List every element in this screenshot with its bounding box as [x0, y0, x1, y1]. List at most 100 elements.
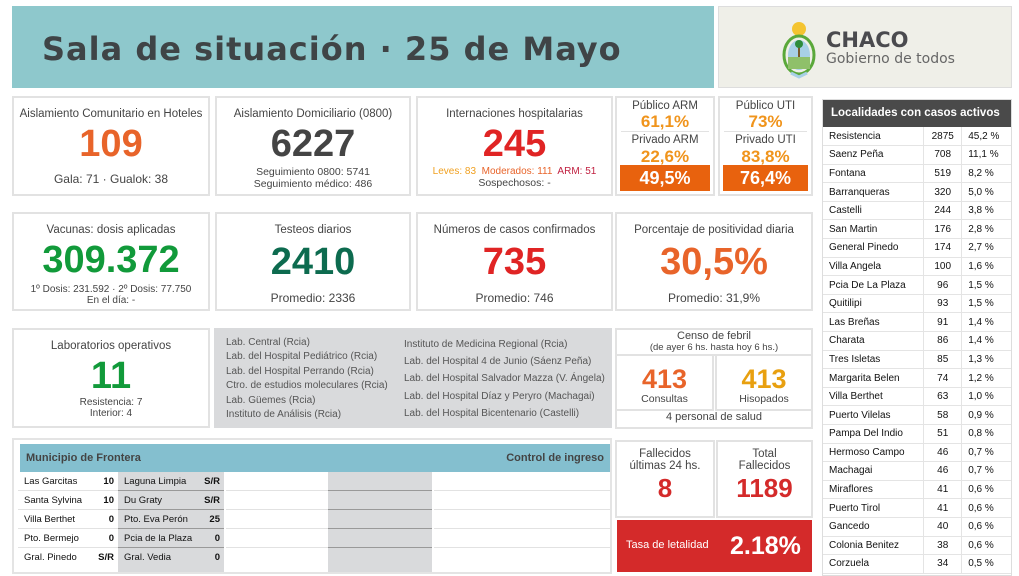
- municipio-value: 10: [103, 476, 114, 487]
- page-title: Sala de situación · 25 de Mayo: [42, 30, 622, 68]
- arm-card: Público ARM 61,1% Privado ARM 22,6% 49,5…: [615, 96, 715, 196]
- table-row: San Martin 176 2,8 %: [823, 219, 1011, 240]
- localidad-name: Castelli: [823, 201, 924, 221]
- table-row: Puerto Vilelas 58 0,9 %: [823, 405, 1011, 425]
- municipio-name: Pto. Eva Perón: [124, 514, 188, 525]
- privado-arm-label: Privado ARM: [631, 134, 699, 146]
- vacunas-title: Vacunas: dosis aplicadas: [46, 224, 176, 236]
- frontera-panel: Municipio de Frontera Control de ingreso…: [12, 438, 612, 574]
- letalidad-value: 2.18%: [730, 532, 801, 560]
- localidad-count: 86: [923, 331, 963, 351]
- localidad-name: Barranqueras: [823, 182, 924, 202]
- municipio-value: 10: [103, 495, 114, 506]
- empty-row: [226, 510, 328, 529]
- localidad-name: Colonia Benitez: [823, 536, 924, 556]
- table-row: Machagai 46 0,7 %: [823, 461, 1011, 481]
- censo-subtitle: (de ayer 6 hs. hasta hoy 6 hs.): [649, 342, 779, 353]
- municipio-value: 0: [108, 514, 114, 525]
- localidad-count: 519: [923, 164, 963, 184]
- lab-item: Lab. del Hospital Díaz y Peryro (Machaga…: [404, 390, 595, 402]
- localidad-pct: 5,0 %: [961, 182, 1011, 202]
- fallecidos-total-card: Total Fallecidos 1189: [716, 440, 813, 518]
- empty-row: [434, 472, 610, 491]
- localidad-name: Miraflores: [823, 480, 924, 500]
- localidad-name: San Martin: [823, 219, 924, 240]
- positividad-value: 30,5%: [660, 241, 768, 283]
- arm-total: 49,5%: [620, 165, 710, 191]
- localidad-pct: 1,4 %: [961, 331, 1011, 351]
- table-row: Charata 86 1,4 %: [823, 331, 1011, 351]
- fallecidos-total-value: 1189: [736, 473, 793, 503]
- municipio-name: Pto. Bermejo: [24, 533, 79, 544]
- localidad-pct: 0,9 %: [961, 405, 1011, 425]
- municipio-value: S/R: [98, 552, 114, 563]
- empty-row: [328, 529, 432, 548]
- testeos-card: Testeos diarios 2410 Promedio: 2336: [215, 212, 411, 311]
- frontera-row: Santa Sylvina 10: [18, 491, 118, 510]
- table-row: Miraflores 41 0,6 %: [823, 480, 1011, 500]
- table-row: Quitilipi 93 1,5 %: [823, 294, 1011, 314]
- leves: Leves: 83: [432, 166, 477, 177]
- personal-salud: 4 personal de salud: [615, 411, 813, 429]
- consultas-value: 413: [641, 364, 688, 394]
- table-row: Castelli 244 3,8 %: [823, 201, 1011, 221]
- lab-item: Lab. del Hospital Pediátrico (Rcia): [226, 351, 378, 363]
- table-row: General Pinedo 174 2,7 %: [823, 238, 1011, 258]
- localidad-name: Puerto Vilelas: [823, 405, 924, 425]
- frontera-header: Municipio de Frontera Control de ingreso: [20, 444, 610, 472]
- letalidad-banner: Tasa de letalidad 2.18%: [617, 520, 812, 572]
- internaciones-value: 245: [482, 123, 547, 165]
- table-row: Villa Berthet 63 1,0 %: [823, 387, 1011, 407]
- table-row: Colonia Benitez 38 0,6 %: [823, 536, 1011, 556]
- municipio-value: 0: [214, 533, 220, 544]
- localidad-name: Resistencia: [823, 127, 924, 147]
- confirmados-value: 735: [482, 241, 547, 283]
- vacunas-value: 309.372: [42, 239, 180, 281]
- localidad-count: 85: [923, 350, 963, 370]
- empty-row: [226, 529, 328, 548]
- empty-row: [328, 491, 432, 510]
- lab-item: Ctro. de estudios moleculares (Rcia): [226, 380, 388, 392]
- localidad-count: 96: [923, 275, 963, 295]
- coat-of-arms-icon: [782, 22, 816, 79]
- laboratorios-value: 11: [90, 355, 132, 397]
- arm: ARM: 51: [557, 166, 597, 177]
- localidad-count: 40: [923, 517, 963, 537]
- empty-row: [226, 491, 328, 510]
- municipio-value: S/R: [204, 476, 220, 487]
- sospechosos: Sospechosos: -: [478, 177, 551, 189]
- privado-arm-value: 22,6%: [640, 147, 690, 166]
- publico-uti-value: 73%: [748, 112, 783, 131]
- publico-arm-label: Público ARM: [632, 100, 698, 112]
- frontera-row: Du Graty S/R: [118, 491, 224, 510]
- uti-card: Público UTI 73% Privado UTI 83,8% 76,4%: [718, 96, 813, 196]
- table-row: Corzuela 34 0,5 %: [823, 554, 1011, 574]
- lab-item: Lab. del Hospital Bicentenario (Castelli…: [404, 407, 580, 419]
- municipio-name: Pcia de la Plaza: [124, 533, 193, 544]
- empty-row: [328, 510, 432, 529]
- positividad-promedio: Promedio: 31,9%: [667, 291, 761, 305]
- table-row: Fontana 519 8,2 %: [823, 164, 1011, 184]
- localidad-pct: 0,7 %: [961, 443, 1011, 463]
- laboratorios-card: Laboratorios operativos 11 Resistencia: …: [12, 328, 210, 428]
- localidad-count: 46: [923, 443, 963, 463]
- hisopados-value: 413: [741, 364, 787, 394]
- localidad-count: 34: [923, 554, 963, 574]
- localidad-name: Pcia De La Plaza: [823, 275, 924, 295]
- internaciones-card: Internaciones hospitalarias 245 Leves: 8…: [416, 96, 613, 196]
- frontera-row: Pto. Bermejo 0: [18, 529, 118, 548]
- municipio-name: Du Graty: [124, 495, 163, 506]
- localidad-name: Las Breñas: [823, 312, 924, 333]
- uti-total: 76,4%: [723, 165, 808, 191]
- table-row: Barranqueras 320 5,0 %: [823, 182, 1011, 202]
- localidad-pct: 1,6 %: [961, 257, 1011, 277]
- localidad-name: Saenz Peña: [823, 145, 924, 165]
- localidad-count: 100: [923, 257, 963, 277]
- lab-item: Lab. del Hospital 4 de Junio (Sáenz Peña…: [404, 356, 592, 368]
- municipio-name: Laguna Limpia: [124, 476, 187, 487]
- empty-row: [434, 491, 610, 510]
- localidad-name: General Pinedo: [823, 238, 924, 258]
- fallecidos-dia-card: Fallecidos últimas 24 hs. 8: [615, 440, 715, 518]
- vacunas-dia: En el día: -: [86, 295, 136, 306]
- localidad-name: Corzuela: [823, 554, 924, 574]
